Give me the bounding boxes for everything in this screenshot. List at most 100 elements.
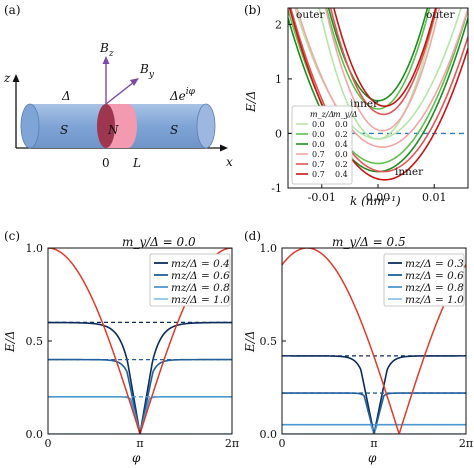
d-plot-xtick-label: 2π — [459, 437, 473, 450]
by-label: By — [139, 62, 155, 80]
axis-x-label: x — [226, 155, 233, 169]
x-axis-arrow — [220, 144, 228, 152]
panel-b-legend-my: 0.0 — [335, 120, 348, 129]
d-plot-ytick-label: 0.5 — [260, 335, 278, 348]
panel-b-series-3-inner-band — [296, 8, 468, 148]
panel-b-legend-my: 0.0 — [335, 150, 348, 159]
panel-b-legend-header: m_y/Δ — [333, 110, 358, 119]
panel-b-ytick-label: 0 — [275, 127, 282, 140]
d-plot-bulk-curve — [282, 248, 466, 434]
c-plot-series-0-line — [48, 321, 232, 434]
d-plot-legend: mz/Δ = 0.3mz/Δ = 0.6mz/Δ = 0.8mz/Δ = 1.0 — [383, 253, 465, 307]
by-vector-arrow — [130, 78, 139, 86]
panel-d-label: (d) — [244, 229, 261, 243]
panel-c-ylabel: E/Δ — [3, 331, 17, 353]
d-plot-curves — [282, 248, 466, 434]
normal-region-right-edge — [119, 104, 137, 148]
panel-b-series-4-outer-band — [329, 8, 438, 116]
panel-b-series-4-inner-band — [289, 8, 468, 173]
c-plot-ytick-label: 0.5 — [26, 335, 44, 348]
panel-b-legend-my: 0.2 — [335, 130, 348, 139]
c-plot-legend-box — [149, 253, 231, 307]
panel-b-annotation: inner — [350, 98, 379, 110]
c-plot-series-2-line — [48, 396, 232, 434]
panel-b-series-3-outer-band — [324, 8, 441, 132]
position-0-label: 0 — [102, 156, 110, 170]
panel-b-series-2-outer-band — [327, 8, 429, 102]
d-plot-xtick-label: 0 — [279, 437, 286, 450]
d-plot-ytick-label: 0.0 — [260, 428, 278, 441]
panel-b-legend-mz: 0.7 — [312, 160, 325, 169]
panel-b-legend-my: 0.2 — [335, 160, 348, 169]
panel-b-ytick-label: 1 — [275, 73, 282, 86]
delta-left-label: Δ — [61, 89, 71, 103]
panel-b-annotation: outer — [426, 9, 456, 21]
panel-b-series-1-outer-band — [325, 8, 431, 110]
d-plot-xtick-label: π — [370, 437, 377, 450]
c-plot-series-1-line — [48, 358, 232, 434]
panel-b-series-0-inner-band — [294, 8, 462, 140]
c-plot-xtick-label: 0 — [45, 437, 52, 450]
panel-c-plot-area: 0 π 2π0.00.51.0mz/Δ = 0.4mz/Δ = 0.6mz/Δ = … — [26, 242, 240, 450]
panel-b-series-5-outer-band — [333, 8, 437, 107]
panel-b-legend-my: 0.4 — [335, 170, 348, 179]
position-l-label: L — [132, 156, 141, 170]
d-plot-legend-box — [383, 253, 465, 307]
panel-b-legend: m_z/Δm_y/Δ0.0 0.00.0 0.20.0 0.40.7 0.00.7 0.2… — [291, 105, 358, 185]
panel-c-xlabel: φ — [132, 451, 141, 465]
panel-c-title: m_y/Δ = 0.0 — [122, 235, 196, 249]
panel-c-label: (c) — [4, 229, 20, 243]
panel-b-xtick-label: 0.01 — [422, 191, 447, 204]
panel-b-xtick-label: -0.01 — [308, 191, 336, 204]
panel-b-annotation: outer — [296, 9, 326, 21]
panel-b-ytick-label: 2 — [275, 18, 282, 31]
d-plot-legend-label: mz/Δ = 0.6 — [405, 270, 464, 282]
s-right-label: S — [170, 123, 178, 137]
c-plot-ytick-label: 0.0 — [26, 428, 44, 441]
bz-vector-arrow — [102, 56, 110, 64]
s-left-label: S — [60, 123, 68, 137]
panel-b-legend-mz: 0.7 — [312, 150, 325, 159]
d-plot-series-2-line — [282, 423, 466, 434]
c-plot-legend-label: mz/Δ = 0.8 — [171, 282, 230, 294]
panel-b-legend-mz: 0.7 — [312, 170, 325, 179]
n-label: N — [107, 123, 119, 137]
panel-b-legend-mz: 0.0 — [312, 130, 325, 139]
panel-b-ytick-label: -1 — [271, 182, 282, 195]
panel-b-legend-mz: 0.0 — [312, 120, 325, 129]
c-plot-legend-label: mz/Δ = 0.6 — [171, 270, 230, 282]
panel-b-ylabel: E/Δ — [244, 91, 258, 113]
c-plot-legend-label: mz/Δ = 0.4 — [171, 258, 230, 270]
panel-c-phase-chart: (c) m_y/Δ = 0.0 E/Δ φ 0 π 2π 0.0 0.5 1.0 mz/Δ … — [3, 229, 239, 465]
c-plot-legend: mz/Δ = 0.4mz/Δ = 0.6mz/Δ = 0.8mz/Δ = 1.0 — [149, 253, 231, 307]
d-plot-legend-label: mz/Δ = 1.0 — [405, 294, 464, 306]
panel-a-schematic: (a) z x S N S Δ Δeiφ — [3, 3, 233, 170]
d-plot-series-0-line — [282, 355, 466, 434]
d-plot-series-1-line — [282, 392, 466, 434]
panel-d-phase-chart: (d) m_y/Δ = 0.5 E/Δ φ 0 π 2π 0.0 0.5 1.0 mz/Δ … — [243, 229, 473, 465]
c-plot-xtick-label: π — [136, 437, 143, 450]
panel-d-xlabel: φ — [368, 451, 377, 465]
delta-right-label: Δeiφ — [169, 87, 196, 103]
panel-b-legend-my: 0.4 — [335, 140, 348, 149]
panel-b-curves — [288, 8, 468, 181]
panel-b-legend-mz: 0.0 — [312, 140, 325, 149]
by-vector-line — [105, 81, 135, 105]
c-plot-legend-label: mz/Δ = 1.0 — [171, 294, 230, 306]
cylinder-right-cap — [196, 103, 216, 149]
panel-b-label: (b) — [244, 3, 261, 17]
c-plot-xtick-label: 2π — [225, 437, 239, 450]
bz-label: Bz — [99, 41, 114, 59]
panel-b-xlabel: k (nm⁻¹) — [350, 194, 401, 208]
d-plot-legend-label: mz/Δ = 0.3 — [405, 258, 464, 270]
panel-d-ylabel: E/Δ — [243, 331, 257, 353]
panel-b-annotation: inner — [395, 166, 424, 178]
normal-region-dark-slice — [97, 104, 115, 148]
axis-z-label: z — [3, 71, 11, 85]
panel-b-xtick-label: 0.00 — [366, 191, 391, 204]
panel-a-label: (a) — [4, 3, 21, 17]
c-plot-ytick-label: 1.0 — [26, 242, 44, 255]
panel-d-plot-area: 0 π 2π0.00.51.0mz/Δ = 0.3mz/Δ = 0.6mz/Δ = … — [260, 242, 474, 450]
